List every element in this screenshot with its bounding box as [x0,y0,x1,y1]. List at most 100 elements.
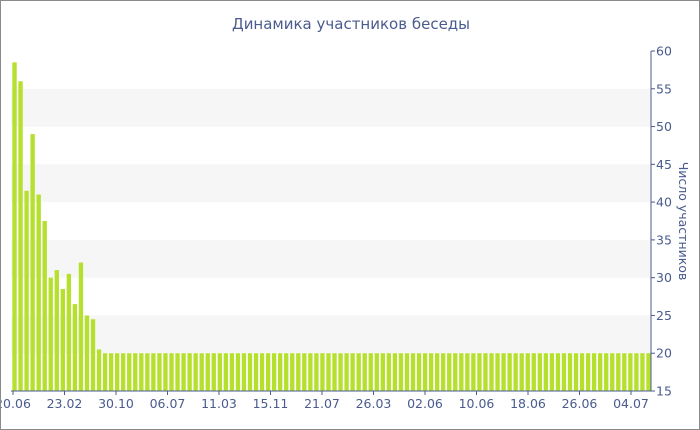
x-tick-label: 30.10 [98,396,134,411]
bar [489,353,494,391]
bar [628,353,633,391]
bar [271,353,277,391]
grid-band [11,164,651,203]
bar [114,353,120,391]
bar [591,353,597,391]
bar [434,353,440,391]
grid-band [11,88,651,127]
bar [513,353,518,391]
bar [253,353,259,391]
bar [90,319,96,391]
bar [217,353,222,391]
x-tick-label: 04.07 [613,396,649,411]
y-tick-label: 25 [656,308,672,323]
bar [344,353,349,391]
bar [108,353,114,391]
bar [640,353,645,391]
x-tick-label: 06.07 [150,396,186,411]
bar [428,353,434,391]
bar [229,353,235,391]
x-tick-label: 23.02 [47,396,83,411]
x-tick-label: 15.11 [253,396,289,411]
bar [567,353,573,391]
bar [290,353,295,391]
bar [157,353,162,391]
bar [392,353,398,391]
bar [42,221,47,391]
bar [374,353,379,391]
bar [416,353,422,391]
bar [398,353,404,391]
bar [362,353,367,391]
x-tick-label: 21.07 [304,396,340,411]
bar [278,353,283,391]
bar [519,353,524,391]
grid-band [11,239,651,278]
bar [465,353,470,391]
bar [121,353,126,391]
bar [12,62,17,391]
bar [561,353,567,391]
y-tick-label: 20 [656,346,672,361]
bar [265,353,271,391]
bar [459,353,464,391]
bar [223,353,229,391]
bar [610,353,615,391]
bar [163,353,168,391]
bar-series [12,62,651,392]
y-tick-label: 40 [656,195,672,210]
y-tick-label: 45 [656,157,672,172]
bar [24,190,29,391]
bar [441,353,446,391]
bar [585,353,591,391]
y-axis-label: Число участников [676,162,691,281]
bar [78,262,84,391]
x-tick-labels: 20.06 23.02 30.10 06.07 11.03 15.11 21.07 26.03… [1,391,649,411]
bar [302,353,307,391]
bar [422,353,428,391]
bar [634,353,639,391]
bar [84,315,90,391]
chart-title: Динамика участников беседы [232,15,470,33]
x-tick-label: 20.06 [1,396,31,411]
bar [380,353,385,391]
bar [235,353,241,391]
bar [338,353,343,391]
x-tick-label: 10.06 [459,396,495,411]
bar [332,353,337,391]
x-tick-label: 26.03 [356,396,392,411]
bar [477,353,482,391]
bar [646,353,651,391]
bar [187,353,192,391]
bar [531,353,536,391]
y-tick-label: 35 [656,232,672,247]
y-tick-labels: 15 20 25 30 35 40 45 50 55 60 [651,44,672,399]
bar [573,353,579,391]
bar [386,353,392,391]
bar [549,353,555,391]
bar [145,353,150,391]
bar [471,353,476,391]
bar [127,353,132,391]
bar [54,270,59,391]
bar [507,353,512,391]
bar [66,273,72,391]
x-tick-label: 11.03 [201,396,237,411]
bar [604,353,609,391]
bar [320,353,325,391]
bar [139,353,144,391]
x-tick-label: 02.06 [407,396,443,411]
bar [537,353,542,391]
bar [555,353,561,391]
bar [211,353,216,391]
bar [525,353,530,391]
bar [314,353,319,391]
y-tick-label: 55 [656,81,672,96]
bar [48,277,53,391]
bar [96,349,102,391]
bar [181,353,186,391]
bar [579,353,585,391]
bar [622,353,627,391]
